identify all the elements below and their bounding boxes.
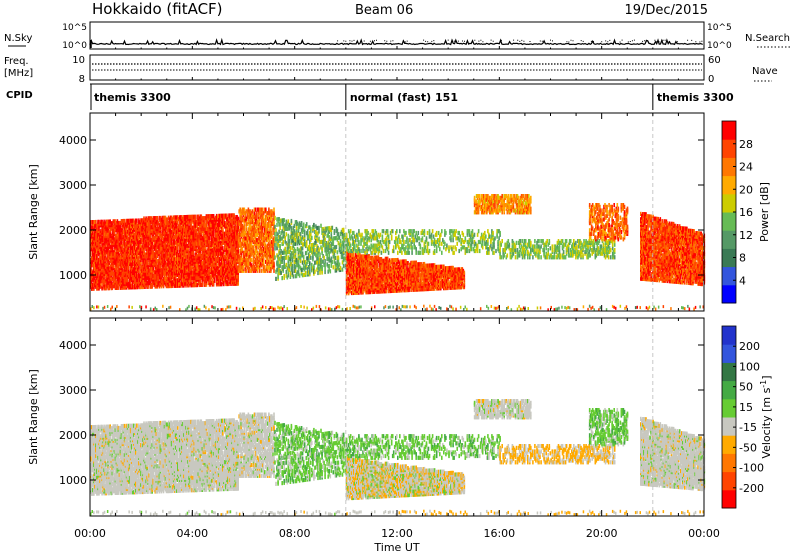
power-cell [98, 227, 100, 231]
frequency-panel-frame [90, 55, 704, 80]
noise-panel-frame [90, 22, 704, 49]
power-cell [177, 221, 179, 225]
power-cell [255, 208, 257, 212]
power-cell [279, 226, 281, 230]
power-cell [273, 211, 275, 215]
power-cell [267, 227, 269, 231]
power-cell [242, 247, 244, 251]
power-cell [226, 214, 228, 218]
power-cell [268, 208, 270, 212]
nsky-trace [90, 40, 703, 45]
power-cell [273, 220, 275, 224]
nsearch-label: N.Search [745, 33, 790, 44]
power-cell [281, 276, 283, 280]
date-label: 19/Dec/2015 [624, 3, 708, 18]
power-cell [254, 211, 256, 215]
power-cell [273, 262, 275, 266]
power-cell [246, 227, 248, 231]
power-cell [276, 223, 278, 227]
cpid-label: CPID [6, 90, 33, 101]
power-cell [263, 260, 265, 264]
cpid-panel: themis 3300 normal (fast) 151 themis 3300 [90, 84, 734, 110]
power-cell [273, 208, 275, 212]
power-cell [253, 245, 255, 249]
power-cell [274, 243, 276, 247]
power-cell [202, 281, 204, 285]
freq-label: Freq. [4, 56, 29, 67]
power-cell [280, 271, 282, 275]
nave-label: Nave [752, 66, 778, 77]
power-cell [274, 255, 276, 259]
power-cell [143, 249, 145, 253]
noise-right-tick-top: 10^5 [707, 23, 732, 33]
power-cell [274, 246, 276, 250]
power-cell [265, 208, 267, 212]
power-cell [136, 219, 138, 223]
power-cell [261, 269, 263, 273]
power-cell [252, 209, 254, 213]
power-cell [124, 219, 126, 223]
power-cell [251, 258, 253, 262]
cpid-segment-label: normal (fast) 151 [350, 91, 458, 104]
power-cell [277, 275, 279, 279]
power-cell [273, 269, 275, 273]
frequency-panel: 10 8 60 0 [72, 55, 720, 85]
freq-unit-label: [MHz] [4, 68, 33, 79]
power-cell [163, 284, 165, 288]
power-cell [157, 216, 159, 220]
noise-left-tick-bottom: 10^0 [62, 41, 87, 51]
beam-label: Beam 06 [355, 3, 413, 18]
power-cell [237, 276, 239, 280]
cpid-segment-label: themis 3300 [657, 91, 734, 104]
nsky-label: N.Sky [4, 33, 32, 44]
power-cell [222, 226, 224, 230]
power-cell [275, 277, 277, 281]
power-cell [259, 269, 261, 273]
power-cell [262, 208, 264, 212]
radar-summary-plot: Hokkaido (fitACF) Beam 06 19/Dec/2015 N.… [0, 0, 800, 554]
power-cell [279, 264, 281, 268]
nave-right-tick-bottom: 0 [708, 74, 714, 85]
power-cell [270, 247, 272, 251]
power-cell [152, 267, 154, 271]
power-cell [262, 229, 264, 233]
noise-left-tick-top: 10^5 [62, 23, 87, 33]
power-cell [246, 269, 248, 273]
freq-left-tick-top: 10 [72, 55, 85, 66]
power-cell [243, 265, 245, 269]
power-cell [244, 208, 246, 212]
power-cell [274, 216, 276, 220]
power-cell [271, 231, 273, 235]
power-cell [214, 279, 216, 283]
noise-right-tick-bottom: 10^0 [707, 41, 732, 51]
power-cell [272, 247, 274, 251]
power-cell [264, 265, 266, 269]
power-cell [279, 222, 281, 226]
freq-left-tick-bottom: 8 [79, 74, 85, 85]
power-cell [276, 246, 278, 250]
station-title: Hokkaido (fitACF) [92, 0, 223, 18]
power-cell [273, 251, 275, 255]
power-cell [194, 215, 196, 219]
power-cell [237, 282, 239, 286]
power-cell [239, 238, 241, 242]
power-cell [244, 224, 246, 228]
power-cell [279, 244, 281, 248]
power-cell [95, 220, 97, 224]
power-cell [256, 245, 258, 249]
cpid-segment-label: themis 3300 [94, 91, 171, 104]
power-cell [256, 211, 258, 215]
power-cell [278, 230, 280, 234]
power-cell [237, 249, 239, 253]
nave-right-tick-top: 60 [708, 55, 721, 66]
